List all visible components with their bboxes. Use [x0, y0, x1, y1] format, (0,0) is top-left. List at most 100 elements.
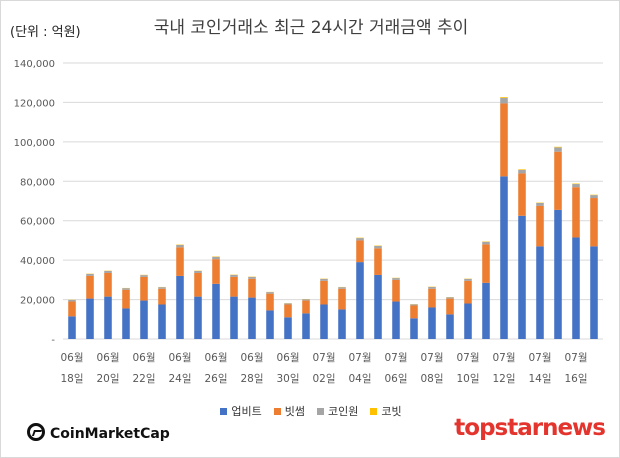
- x-tick-label-month: 07월: [420, 352, 443, 364]
- bar-segment: [482, 244, 490, 283]
- x-tick-label-day: 16일: [564, 372, 587, 385]
- chart-legend: 업비트 빗썸 코인원 코빗: [1, 403, 620, 419]
- bar-segment: [176, 244, 184, 248]
- bar-segment: [374, 274, 382, 339]
- bar-segment: [140, 300, 148, 339]
- bar-segment: [212, 283, 220, 339]
- bar-segment: [446, 298, 454, 315]
- x-tick-label-day: 26일: [204, 372, 227, 385]
- bar-segment: [536, 246, 544, 339]
- bar-segment: [428, 288, 436, 308]
- bar-segment: [248, 276, 256, 279]
- bar-segment: [518, 173, 526, 216]
- x-tick-label-day: 30일: [276, 372, 299, 385]
- bar-segment: [140, 276, 148, 301]
- legend-swatch: [370, 408, 378, 415]
- bar-segment: [104, 270, 112, 273]
- bar-segment: [284, 303, 292, 305]
- bar-segment: [212, 259, 220, 284]
- topstarnews-logo: topstarnews: [454, 415, 606, 441]
- bar-segment: [266, 293, 274, 311]
- bar-segment: [482, 282, 490, 339]
- bar-segment: [392, 279, 400, 302]
- bar-segment: [464, 280, 472, 304]
- bar-segment: [410, 318, 418, 339]
- legend-label: 코빗: [381, 405, 402, 418]
- x-tick-label-month: 07월: [456, 352, 479, 364]
- bar-segment: [68, 301, 76, 317]
- bar-segment: [446, 314, 454, 339]
- x-tick-label-month: 07월: [564, 352, 587, 364]
- x-tick-label-month: 07월: [312, 352, 335, 364]
- x-tick-label-month: 06월: [132, 352, 155, 364]
- bar-segment: [428, 286, 436, 289]
- x-tick-label-day: 28일: [240, 372, 263, 385]
- coinmarketcap-logo: CoinMarketCap: [27, 423, 170, 442]
- bar-segment: [194, 296, 202, 339]
- y-tick-label: 60,000: [20, 217, 55, 228]
- chart-title: 국내 코인거래소 최근 24시간 거래금액 추이: [153, 18, 469, 38]
- x-tick-label-day: 20일: [96, 372, 119, 385]
- bar-segment: [158, 287, 166, 289]
- bar-segment: [500, 103, 508, 177]
- bar-segment: [230, 276, 238, 297]
- bar-segment: [590, 195, 598, 199]
- bar-segment: [122, 288, 130, 290]
- bar-segment: [194, 270, 202, 273]
- x-tick-label-day: 22일: [132, 372, 155, 385]
- x-tick-label-month: 06월: [96, 352, 119, 364]
- bar-segment: [104, 296, 112, 339]
- bar-segment: [158, 304, 166, 339]
- x-tick-label-day: 12일: [492, 372, 515, 385]
- bar-segment: [176, 247, 184, 276]
- legend-label: 빗썸: [284, 405, 305, 418]
- x-tick-label-month: 07월: [492, 352, 515, 364]
- bar-segment: [500, 176, 508, 339]
- bar-segment: [392, 278, 400, 280]
- bar-segment: [338, 288, 346, 310]
- bar-segment: [464, 303, 472, 339]
- x-tick-label-month: 07월: [528, 352, 551, 364]
- bar-segment: [410, 304, 418, 306]
- x-tick-label-day: 08일: [420, 372, 443, 385]
- unit-label: (단위 : 억원): [10, 25, 81, 40]
- bar-segment: [428, 307, 436, 339]
- bar-segment: [302, 313, 310, 339]
- bar-segment: [572, 187, 580, 238]
- bar-segment: [86, 298, 94, 339]
- bar-segment: [320, 278, 328, 281]
- bar-segment: [122, 289, 130, 309]
- bar-segment: [176, 275, 184, 339]
- y-tick-label: 120,000: [14, 98, 55, 109]
- x-tick-label-month: 06월: [240, 352, 263, 364]
- bar-segment: [410, 305, 418, 319]
- bar-segment: [68, 316, 76, 339]
- bar-segment: [338, 287, 346, 289]
- y-tick-label: 80,000: [20, 177, 55, 188]
- legend-item: 코빗: [370, 403, 402, 419]
- bar-segment: [536, 202, 544, 206]
- bar-segment: [518, 169, 526, 170]
- bar-segment: [104, 272, 112, 297]
- coinmarketcap-icon: [27, 423, 45, 441]
- bar-segment: [374, 245, 382, 249]
- coinmarketcap-logo-text: CoinMarketCap: [50, 426, 170, 442]
- bar-segment: [554, 147, 562, 152]
- bar-segment: [554, 146, 562, 148]
- bar-segment: [302, 300, 310, 314]
- legend-item: 코인원: [317, 403, 358, 419]
- bar-segment: [284, 304, 292, 318]
- y-tick-label: -: [51, 335, 55, 346]
- bar-segment: [266, 292, 274, 294]
- bar-segment: [86, 273, 94, 276]
- bar-segment: [356, 240, 364, 263]
- x-tick-label-month: 06월: [276, 352, 299, 364]
- x-tick-label-day: 24일: [168, 372, 191, 385]
- y-tick-label: 40,000: [20, 256, 55, 267]
- bar-segment: [248, 297, 256, 339]
- bar-segment: [284, 317, 292, 339]
- x-tick-label-month: 07월: [384, 352, 407, 364]
- legend-swatch: [220, 408, 228, 415]
